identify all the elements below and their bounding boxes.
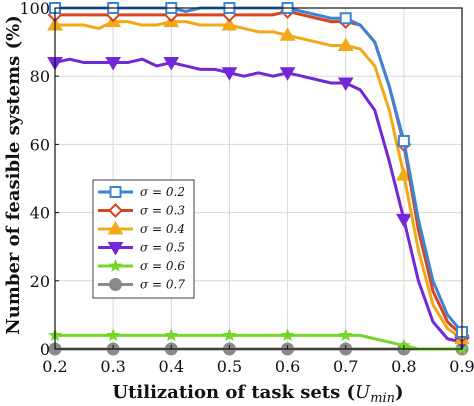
x-axis-label-symbol: U — [355, 382, 371, 403]
y-axis-label: Number of feasible systems (%) — [3, 15, 24, 334]
y-tick-label-4: 80 — [30, 67, 50, 86]
x-tick-label-3: 0.5 — [217, 357, 242, 376]
y-tick-label-1: 20 — [30, 272, 50, 291]
y-tick-label-3: 60 — [30, 135, 50, 154]
tick-labels: 0.2 0.3 0.4 0.5 0.6 0.7 0.8 0.9 0 20 40 60 80 100 — [19, 0, 474, 376]
series-5-point-20 — [338, 328, 353, 342]
legend: σ = 0.2 σ = 0.3 σ = 0.4 σ = 0.5 σ = 0.6 σ = 0… — [92, 179, 195, 299]
x-tick-label-5: 0.7 — [333, 357, 358, 376]
legend-label-2: σ = 0.3 — [140, 204, 185, 218]
series-5-line — [55, 333, 462, 351]
x-axis-label-close: ) — [395, 382, 404, 403]
legend-swatch-marker-6 — [109, 278, 122, 291]
legend-swatch-marker-1 — [109, 186, 122, 198]
y-tick-label-5: 100 — [19, 0, 50, 18]
x-axis-label-subscript: min — [370, 391, 395, 406]
series-4-point-24 — [395, 213, 412, 228]
x-axis-label-text: Utilization of task sets ( — [112, 382, 355, 403]
legend-label-1: σ = 0.2 — [140, 185, 185, 199]
series-4-point-8 — [163, 57, 180, 71]
series-1-point-24 — [397, 134, 410, 147]
series-4-point-12 — [221, 67, 238, 81]
series-5-point-16 — [280, 328, 295, 342]
legend-label-4: σ = 0.5 — [140, 241, 185, 255]
x-tick-label-4: 0.6 — [275, 357, 300, 376]
legend-label-3: σ = 0.4 — [140, 222, 185, 236]
legend-label-5: σ = 0.6 — [140, 259, 185, 273]
series-4-line — [54, 57, 463, 344]
legend-box — [92, 179, 195, 299]
series-4-point-4 — [105, 57, 122, 71]
legend-swatch-marker-4 — [107, 242, 124, 256]
legend-label-6: σ = 0.7 — [140, 278, 185, 292]
series-5-point-8 — [164, 328, 179, 342]
y-tick-label-0: 0 — [40, 340, 50, 359]
x-tick-label-7: 0.9 — [449, 357, 474, 376]
x-tick-label-0: 0.2 — [42, 357, 67, 376]
series-4-point-20 — [337, 77, 354, 92]
series-5-point-12 — [222, 328, 237, 342]
x-tick-label-6: 0.8 — [391, 357, 416, 376]
x-axis-label: Utilization of task sets (Umin) — [112, 382, 403, 406]
series-3-point-16 — [279, 27, 296, 41]
series-5-point-4 — [106, 328, 120, 342]
series-3-point-12 — [221, 17, 238, 31]
series-1-point-20 — [339, 12, 352, 25]
legend-swatch-marker-2 — [108, 203, 123, 218]
plot-frame — [54, 7, 463, 350]
legend-swatch-marker-5 — [108, 258, 123, 272]
series-3-point-20 — [337, 37, 354, 52]
x-tick-label-2: 0.4 — [159, 357, 184, 376]
series-5 — [48, 328, 469, 355]
y-tick-label-2: 40 — [30, 204, 50, 223]
series-3-line — [55, 20, 463, 340]
legend-swatch-marker-3 — [107, 221, 124, 235]
series-3-point-24 — [395, 167, 412, 181]
series-4-point-16 — [279, 67, 296, 81]
x-tick-label-1: 0.3 — [100, 357, 125, 376]
